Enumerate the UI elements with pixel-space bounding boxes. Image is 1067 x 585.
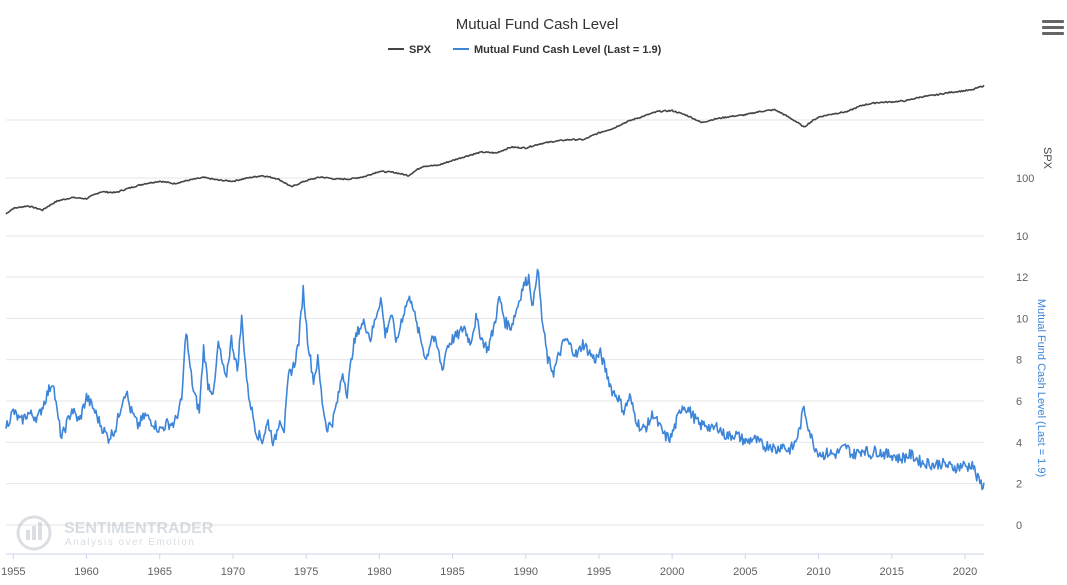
x-tick-label: 1990 bbox=[514, 566, 538, 578]
legend[interactable]: SPX Mutual Fund Cash Level (Last = 1.9) bbox=[388, 44, 662, 56]
cash-tick-label: 2 bbox=[1016, 479, 1022, 491]
watermark-logo-icon bbox=[16, 515, 52, 551]
x-tick-label: 1980 bbox=[367, 566, 391, 578]
spx-tick-label: 10 bbox=[1016, 231, 1028, 243]
cash-tick-label: 8 bbox=[1016, 355, 1022, 367]
watermark-bar-icon bbox=[38, 522, 42, 540]
spx-axis-title: SPX bbox=[1041, 147, 1053, 170]
x-tick-label: 1970 bbox=[221, 566, 245, 578]
spx-axis: 10 100 bbox=[1016, 173, 1034, 243]
x-axis: 1955 1960 1965 1970 1975 1980 1985 1990 1995 2000… bbox=[1, 554, 977, 578]
cash-tick-label: 6 bbox=[1016, 396, 1022, 408]
cash-grid bbox=[6, 276, 984, 526]
x-tick-label: 1955 bbox=[1, 566, 25, 578]
cash-series bbox=[5, 268, 985, 491]
spx-line bbox=[5, 84, 985, 215]
watermark-tagline: Analysis over Emotion bbox=[65, 537, 195, 548]
chart-menu-button[interactable] bbox=[1042, 20, 1064, 40]
x-tick-label: 1985 bbox=[440, 566, 464, 578]
cash-tick-label: 12 bbox=[1016, 272, 1028, 284]
cash-tick-label: 0 bbox=[1016, 520, 1022, 532]
legend-spx-label: SPX bbox=[409, 44, 432, 56]
x-tick-label: 2015 bbox=[880, 566, 904, 578]
legend-item-spx[interactable]: SPX bbox=[388, 44, 432, 56]
spx-grid bbox=[6, 119, 984, 237]
menu-icon bbox=[1042, 26, 1064, 29]
x-tick-label: 2010 bbox=[806, 566, 830, 578]
watermark-brand: SENTIMENTRADER bbox=[64, 520, 214, 537]
x-tick-label: 2005 bbox=[733, 566, 757, 578]
x-tick-label: 2020 bbox=[953, 566, 977, 578]
legend-cash-label: Mutual Fund Cash Level (Last = 1.9) bbox=[474, 44, 662, 56]
cash-axis-title: Mutual Fund Cash Level (Last = 1.9) bbox=[1035, 299, 1047, 477]
cash-tick-label: 4 bbox=[1016, 437, 1022, 449]
x-tick-label: 1975 bbox=[294, 566, 318, 578]
legend-item-cash[interactable]: Mutual Fund Cash Level (Last = 1.9) bbox=[453, 44, 662, 56]
cash-axis: 0 2 4 6 8 10 12 bbox=[1016, 272, 1028, 532]
x-tick-label: 1960 bbox=[74, 566, 98, 578]
x-tick-label: 1965 bbox=[147, 566, 171, 578]
spx-tick-label: 100 bbox=[1016, 173, 1034, 185]
chart-title: Mutual Fund Cash Level bbox=[456, 16, 619, 33]
watermark: SENTIMENTRADER Analysis over Emotion bbox=[16, 515, 214, 551]
cash-line bbox=[5, 268, 985, 491]
x-tick-label: 1995 bbox=[587, 566, 611, 578]
menu-icon bbox=[1042, 32, 1064, 35]
watermark-bar-icon bbox=[26, 530, 30, 540]
menu-icon bbox=[1042, 20, 1064, 23]
cash-tick-label: 10 bbox=[1016, 313, 1028, 325]
watermark-bar-icon bbox=[32, 526, 36, 540]
x-tick-label: 2000 bbox=[660, 566, 684, 578]
spx-series bbox=[5, 84, 985, 215]
